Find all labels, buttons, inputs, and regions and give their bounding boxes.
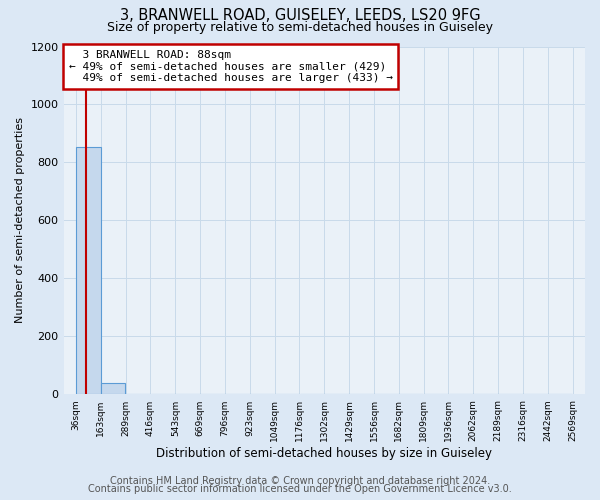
Bar [76, 146, 101, 394]
Text: 3, BRANWELL ROAD, GUISELEY, LEEDS, LS20 9FG: 3, BRANWELL ROAD, GUISELEY, LEEDS, LS20 … [119, 8, 481, 22]
Text: Contains HM Land Registry data © Crown copyright and database right 2024.: Contains HM Land Registry data © Crown c… [110, 476, 490, 486]
Text: 3 BRANWELL ROAD: 88sqm
← 49% of semi-detached houses are smaller (429)
  49% of : 3 BRANWELL ROAD: 88sqm ← 49% of semi-det… [69, 50, 393, 83]
Y-axis label: Number of semi-detached properties: Number of semi-detached properties [15, 118, 25, 324]
Text: Size of property relative to semi-detached houses in Guiseley: Size of property relative to semi-detach… [107, 21, 493, 34]
X-axis label: Distribution of semi-detached houses by size in Guiseley: Distribution of semi-detached houses by … [156, 447, 492, 460]
Text: Contains public sector information licensed under the Open Government Licence v3: Contains public sector information licen… [88, 484, 512, 494]
Bar [101, 384, 125, 394]
